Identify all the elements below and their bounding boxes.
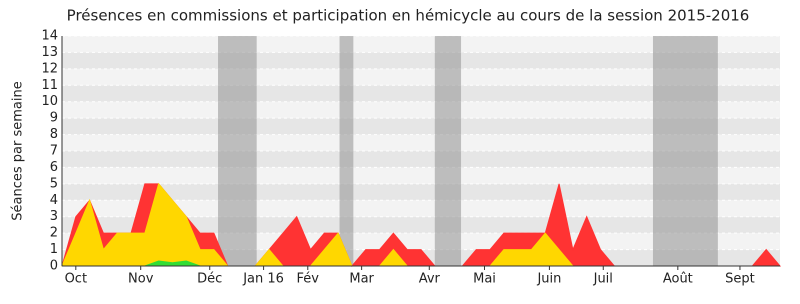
x-tick-label: Avr xyxy=(419,272,441,287)
y-tick-label: 3 xyxy=(50,209,58,224)
recess-band xyxy=(652,36,718,266)
y-tick-label: 8 xyxy=(50,127,58,142)
recess-band xyxy=(218,36,257,266)
x-tick-label: Jan 16 xyxy=(242,272,284,287)
x-tick-label: Déc xyxy=(197,272,222,287)
y-tick-label: 7 xyxy=(50,144,58,159)
y-axis-label: Séances par semaine xyxy=(11,81,26,220)
x-tick-label: Juil xyxy=(593,272,613,287)
x-tick-label: Fév xyxy=(297,272,320,287)
x-tick-label: Août xyxy=(663,272,693,287)
y-tick-label: 14 xyxy=(41,29,58,44)
y-tick-label: 13 xyxy=(41,45,58,60)
x-tick-label: Mai xyxy=(473,272,496,287)
y-tick-label: 5 xyxy=(50,176,58,191)
y-tick-label: 12 xyxy=(41,61,58,76)
y-tick-label: 0 xyxy=(50,259,58,274)
x-tick-label: Oct xyxy=(65,272,87,287)
x-tick-label: Sept xyxy=(725,272,755,287)
x-tick-label: Nov xyxy=(128,272,154,287)
x-tick-label: Mar xyxy=(349,272,374,287)
y-tick-label: 4 xyxy=(50,193,58,208)
x-tick-label: Juin xyxy=(536,272,561,287)
y-tick-label: 1 xyxy=(50,242,58,257)
y-tick-label: 2 xyxy=(50,226,58,241)
y-tick-label: 10 xyxy=(41,94,58,109)
y-tick-label: 6 xyxy=(50,160,58,175)
recess-band xyxy=(339,36,354,266)
recess-band xyxy=(434,36,462,266)
chart-title: Présences en commissions et participatio… xyxy=(67,7,750,25)
y-tick-label: 11 xyxy=(41,78,58,93)
y-tick-label: 9 xyxy=(50,111,58,126)
